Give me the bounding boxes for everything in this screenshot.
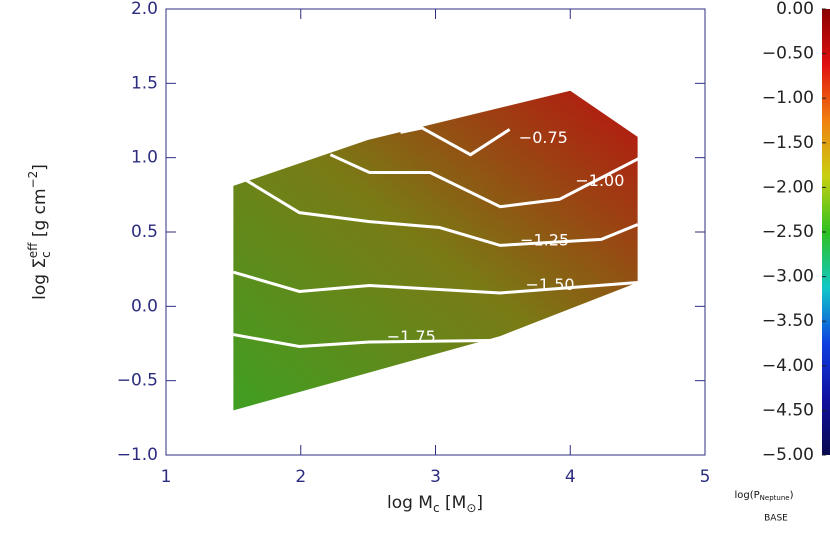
y-tick-label: 0.0: [131, 296, 158, 316]
contour-line: [232, 171, 639, 247]
contour-label: −1.50: [526, 275, 575, 294]
colorbar-caption: log(PNeptune): [734, 490, 793, 502]
x-axis-label: log Mc [M⊙]: [387, 493, 483, 515]
y-tick-label: −0.5: [117, 371, 158, 391]
x-tick-label: 3: [430, 467, 441, 487]
contour-label: −1.25: [520, 230, 569, 249]
contour: −1.25: [232, 171, 639, 249]
y-tick-label: −1.0: [117, 445, 158, 465]
colorbar-tick-label: −2.50: [762, 222, 814, 242]
contour-line: [232, 270, 638, 295]
colorbar-caption-2: BASE: [764, 514, 788, 524]
colorbar-tick-label: −5.00: [762, 445, 814, 465]
contour-label: −0.75: [519, 128, 568, 147]
contour: −1.00: [329, 153, 642, 209]
colorbar-tick-label: −3.00: [762, 267, 814, 287]
colorbar-tick-label: −1.00: [762, 88, 814, 108]
contour: −1.75: [233, 327, 490, 348]
y-axis-label: log Σceff [g cm−2]: [26, 164, 53, 300]
colorbar-tick-label: −3.50: [762, 311, 814, 331]
contour: −1.50: [232, 270, 638, 295]
colorbar-tick-label: −4.50: [762, 400, 814, 420]
contour-region: [233, 90, 638, 411]
plot-area: −0.75 −1.00 −1.25 −1.50 −1.75: [232, 90, 642, 411]
contour-line: [233, 333, 490, 348]
contour-line: [329, 153, 642, 209]
colorbar-tick-label: −0.50: [762, 44, 814, 64]
y-tick-label: 1.5: [131, 73, 158, 93]
x-tick-label: 2: [295, 467, 306, 487]
colorbar-tick-label: −4.00: [762, 356, 814, 376]
colorbar-tick-label: −1.50: [762, 133, 814, 153]
colorbar-tick-label: 0.00: [776, 0, 814, 19]
contour: −0.75: [400, 126, 568, 157]
y-tick-label: 0.5: [131, 222, 158, 242]
colorbar-tick-label: −2.00: [762, 177, 814, 197]
contour-label: −1.00: [575, 171, 624, 190]
y-tick-label: 2.0: [131, 0, 158, 19]
contour-line: [400, 126, 511, 157]
y-tick-label: 1.0: [131, 148, 158, 168]
x-tick-label: 5: [700, 467, 711, 487]
x-tick-label: 1: [161, 467, 172, 487]
x-tick-label: 4: [565, 467, 576, 487]
contour-label: −1.75: [387, 327, 436, 346]
